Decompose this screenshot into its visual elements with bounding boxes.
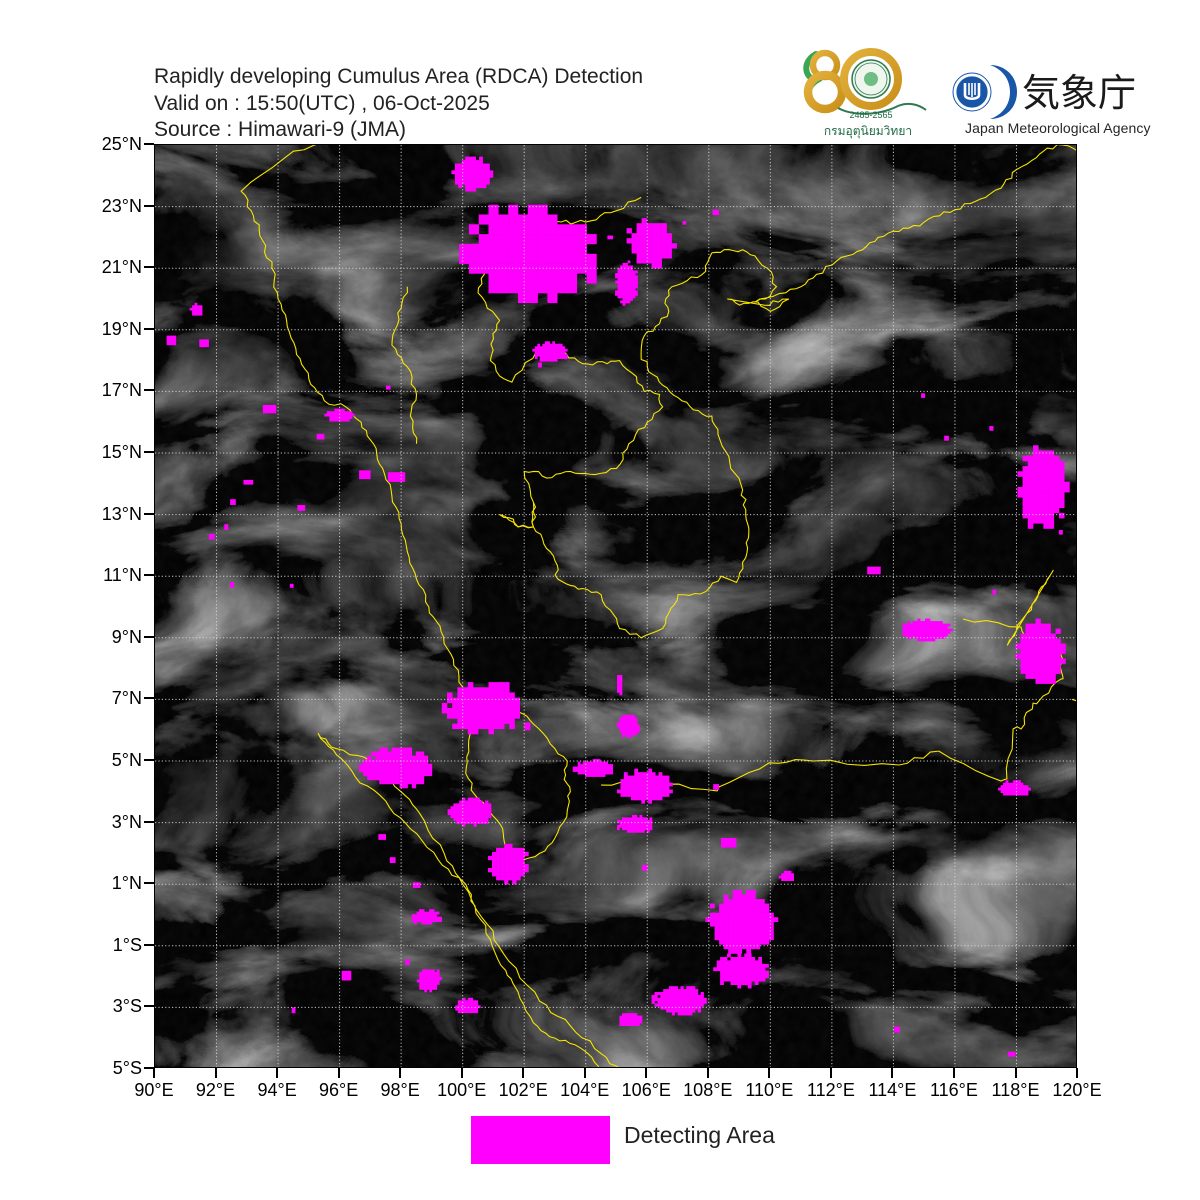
- svg-text:気象庁: 気象庁: [1022, 73, 1136, 115]
